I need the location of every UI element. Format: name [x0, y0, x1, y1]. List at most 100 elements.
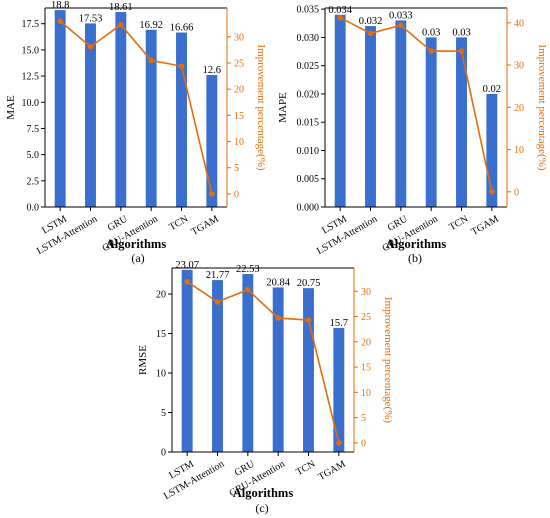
y-tick-label: 12.5 — [22, 72, 40, 83]
right-tick-label: 40 — [514, 18, 524, 29]
right-axis-title: Improvement percentage(%) — [536, 44, 548, 170]
improvement-point — [367, 30, 374, 37]
improvement-point — [428, 48, 434, 54]
right-tick-label: 15 — [234, 111, 244, 122]
y-tick-label: 0.000 — [297, 203, 320, 214]
right-tick-label: 20 — [361, 337, 371, 348]
right-tick-label: 30 — [234, 32, 244, 43]
y-tick-label: 17.5 — [22, 19, 40, 30]
chart-panel-2: 0.034 0.032 0.033 0.03 0.03 0.02 0.000 0.005 0.0… — [277, 5, 548, 265]
bar-gru-attention — [272, 287, 284, 452]
x-tick-label: TCN — [167, 214, 190, 234]
bar-gru-attention — [425, 37, 437, 208]
right-tick-label: 5 — [234, 163, 239, 174]
improvement-point — [118, 21, 124, 28]
right-tick-label: 30 — [514, 61, 524, 72]
bar-gru-attention — [145, 29, 157, 207]
bar-value-label: 23.07 — [175, 260, 199, 271]
improvement-point — [178, 63, 185, 69]
x-tick-label: TGAM — [317, 459, 348, 483]
panel-caption: (c) — [255, 501, 268, 515]
y-tick-label: 0.025 — [297, 61, 320, 72]
right-tick-label: 20 — [514, 103, 524, 114]
chart-panel-3: 23.07 21.77 22.53 20.84 20.75 15.7 0 5 10 15 20 0 5 1… — [137, 260, 394, 515]
bar-gru — [395, 20, 407, 207]
y-tick-label: 0.035 — [297, 5, 320, 16]
right-tick-label: 10 — [234, 137, 244, 148]
improvement-point — [337, 14, 343, 21]
right-tick-label: 25 — [234, 58, 244, 69]
x-axis-title: Algorithms — [233, 486, 294, 500]
right-tick-label: 10 — [514, 145, 524, 156]
right-tick-label: 20 — [234, 85, 244, 96]
y-axis-title: MAE — [5, 95, 17, 120]
y-tick-label: 5.0 — [27, 150, 40, 161]
y-tick-label: 5 — [161, 408, 166, 419]
y-tick-label: 10.0 — [22, 98, 40, 109]
improvement-point — [305, 317, 312, 323]
improvement-point — [209, 191, 215, 197]
improvement-point — [275, 315, 281, 321]
bar-lstm — [181, 269, 193, 452]
panel-caption: (a) — [131, 251, 144, 265]
bar-lstm — [54, 10, 66, 208]
right-tick-label: 15 — [361, 363, 371, 374]
right-tick-label: 10 — [361, 388, 371, 399]
x-axis-title: Algorithms — [106, 237, 167, 251]
x-tick-label: TGAM — [190, 214, 221, 238]
bar-tcn — [303, 288, 314, 452]
bar-gru — [115, 12, 127, 207]
panel-caption: (b) — [408, 251, 422, 265]
bar-lstm-attention — [85, 23, 96, 208]
x-tick-label: TGAM — [470, 214, 501, 238]
improvement-point — [489, 188, 495, 195]
y-tick-label: 0.010 — [297, 146, 320, 157]
y-axis-title: MAPE — [277, 92, 289, 123]
bar-value-label: 0.034 — [328, 5, 352, 16]
y-tick-label: 2.5 — [27, 176, 40, 187]
bar-value-label: 16.66 — [170, 23, 194, 34]
bar-tgam — [206, 75, 218, 207]
improvement-line — [339, 17, 493, 192]
y-tick-label: 15.0 — [22, 45, 40, 56]
improvement-point — [458, 48, 465, 54]
y-tick-label: 0.030 — [297, 33, 320, 44]
improvement-point — [148, 57, 154, 64]
y-tick-label: 0.015 — [297, 118, 320, 129]
bar-value-label: 0.02 — [483, 84, 501, 95]
bar-tcn — [176, 32, 187, 208]
right-tick-label: 30 — [361, 287, 371, 298]
bar-tgam — [486, 93, 498, 207]
bar-value-label: 17.53 — [79, 13, 103, 24]
x-axis-title: Algorithms — [386, 237, 447, 251]
improvement-point — [245, 286, 251, 293]
bar-value-label: 12.6 — [203, 65, 221, 76]
improvement-point — [398, 22, 404, 29]
right-axis-title: Improvement percentage(%) — [255, 44, 267, 170]
right-tick-label: 0 — [234, 189, 239, 200]
x-tick-label: TCN — [294, 459, 317, 479]
improvement-line — [59, 20, 213, 195]
bar-value-label: 22.53 — [236, 264, 260, 275]
x-tick-label: TCN — [447, 214, 470, 234]
bar-tgam — [333, 328, 345, 452]
right-axis-title: Improvement percentage(%) — [382, 297, 394, 423]
bar-tcn — [456, 37, 467, 208]
y-axis-title: RMSE — [137, 345, 149, 375]
right-tick-label: 0 — [514, 187, 519, 198]
improvement-point — [184, 278, 190, 285]
bar-value-label: 20.75 — [297, 278, 321, 289]
y-tick-label: 10 — [156, 369, 166, 380]
bar-value-label: 16.92 — [139, 20, 163, 31]
bar-gru — [242, 274, 254, 452]
bar-lstm-attention — [365, 26, 376, 208]
y-tick-label: 0.005 — [297, 174, 320, 185]
improvement-point — [57, 18, 63, 24]
y-tick-label: 15 — [156, 329, 166, 340]
bar-value-label: 0.032 — [359, 16, 383, 27]
bar-value-label: 0.03 — [452, 27, 470, 38]
y-tick-label: 7.5 — [27, 124, 40, 135]
bar-value-label: 21.77 — [206, 270, 230, 281]
bar-value-label: 0.033 — [389, 10, 413, 21]
